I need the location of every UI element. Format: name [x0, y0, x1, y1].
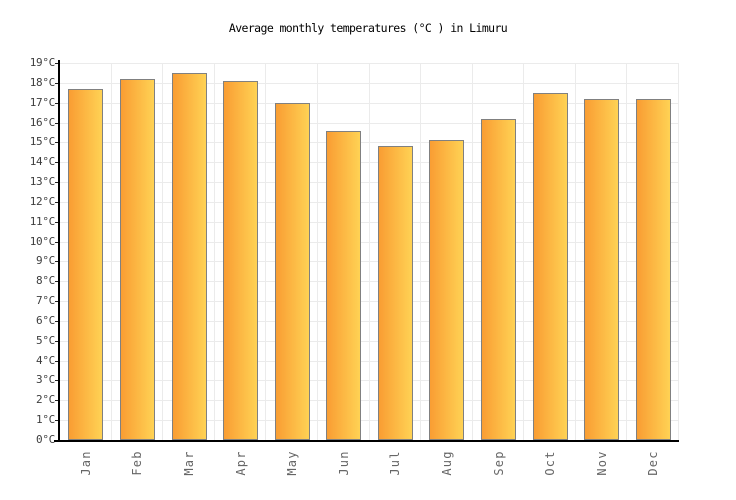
- plot-area: [60, 63, 679, 440]
- v-gridline: [111, 63, 112, 440]
- y-axis-tick-label: 5°C: [36, 333, 55, 347]
- v-gridline: [214, 63, 215, 440]
- y-axis-tick: [55, 241, 59, 243]
- y-axis-tick: [55, 102, 59, 104]
- chart-title: Average monthly temperatures (°C ) in Li…: [228, 21, 508, 35]
- x-axis-month-label: Oct: [543, 450, 557, 476]
- bar-jul: [377, 146, 413, 440]
- y-axis-tick-label: 13°C: [29, 175, 56, 189]
- y-axis-tick: [55, 400, 59, 402]
- y-axis-tick: [55, 320, 59, 322]
- v-gridline: [265, 63, 266, 440]
- y-axis-tick-label: 9°C: [36, 254, 55, 268]
- bar-sep: [481, 118, 516, 440]
- bar-may: [274, 102, 310, 440]
- y-axis-tick-label: 11°C: [29, 214, 56, 228]
- y-axis-tick-label: 3°C: [36, 373, 55, 387]
- y-axis-line: [58, 60, 60, 441]
- y-axis-tick: [55, 261, 59, 263]
- y-axis-tick: [55, 162, 59, 164]
- y-axis-tick: [55, 122, 59, 124]
- bar-mar: [171, 72, 207, 440]
- y-axis-tick-label: 4°C: [36, 353, 55, 367]
- v-gridline: [575, 63, 576, 440]
- x-axis-month-label: Apr: [233, 450, 248, 476]
- bar-aug: [429, 140, 465, 440]
- bar-nov: [584, 98, 620, 440]
- y-axis-tick-label: 15°C: [29, 135, 56, 149]
- y-axis-tick-label: 19°C: [29, 56, 56, 69]
- v-gridline: [317, 63, 318, 440]
- y-axis-tick: [55, 142, 59, 144]
- y-axis-tick-label: 6°C: [36, 313, 55, 327]
- v-gridline: [369, 63, 370, 440]
- y-axis-tick-label: 8°C: [36, 274, 55, 288]
- v-gridline: [420, 63, 421, 440]
- v-gridline: [626, 63, 627, 440]
- v-gridline: [678, 63, 679, 440]
- y-axis-tick: [55, 340, 59, 342]
- y-axis-tick: [55, 281, 59, 283]
- y-axis-tick: [55, 63, 59, 64]
- y-axis-tick: [55, 360, 59, 362]
- y-axis-tick-label: 10°C: [29, 234, 56, 248]
- bar-apr: [223, 80, 258, 440]
- x-axis-month-label: Jul: [388, 450, 403, 476]
- x-axis-month-label: Sep: [491, 450, 506, 476]
- y-axis-tick: [55, 82, 59, 84]
- x-axis-month-label: Jan: [78, 450, 93, 476]
- y-axis-tick: [55, 380, 59, 382]
- x-axis-line: [54, 440, 679, 442]
- y-axis-tick: [55, 301, 59, 303]
- y-axis-tick: [55, 201, 59, 203]
- y-axis-tick-label: 14°C: [29, 155, 56, 169]
- y-axis-tick: [55, 221, 59, 223]
- bar-oct: [532, 92, 568, 440]
- y-axis-tick-label: 17°C: [29, 95, 56, 109]
- y-axis-tick-label: 0°C: [36, 433, 55, 446]
- bar-feb: [119, 78, 155, 440]
- bar-jun: [326, 130, 362, 440]
- y-axis-tick-label: 7°C: [36, 294, 55, 308]
- x-axis-month-label: Mar: [182, 450, 196, 476]
- x-axis-month-label: Aug: [439, 450, 454, 476]
- y-axis-tick: [55, 182, 59, 184]
- x-axis-month-label: Jun: [336, 450, 351, 476]
- y-axis-tick-label: 2°C: [36, 393, 55, 407]
- y-axis-tick-label: 16°C: [29, 115, 56, 129]
- x-axis-month-label: Dec: [646, 450, 661, 476]
- v-gridline: [472, 63, 473, 440]
- v-gridline: [162, 63, 163, 440]
- x-axis-month-label: Nov: [594, 450, 609, 476]
- y-axis-tick-label: 12°C: [29, 194, 56, 208]
- y-axis-tick-label: 1°C: [36, 413, 55, 427]
- v-gridline: [523, 63, 524, 440]
- bar-jan: [68, 88, 104, 440]
- y-axis-tick: [55, 420, 59, 422]
- bar-dec: [635, 98, 671, 440]
- y-axis-tick-label: 18°C: [29, 75, 56, 89]
- x-axis-month-label: Feb: [130, 450, 145, 476]
- x-axis-month-label: May: [285, 450, 300, 476]
